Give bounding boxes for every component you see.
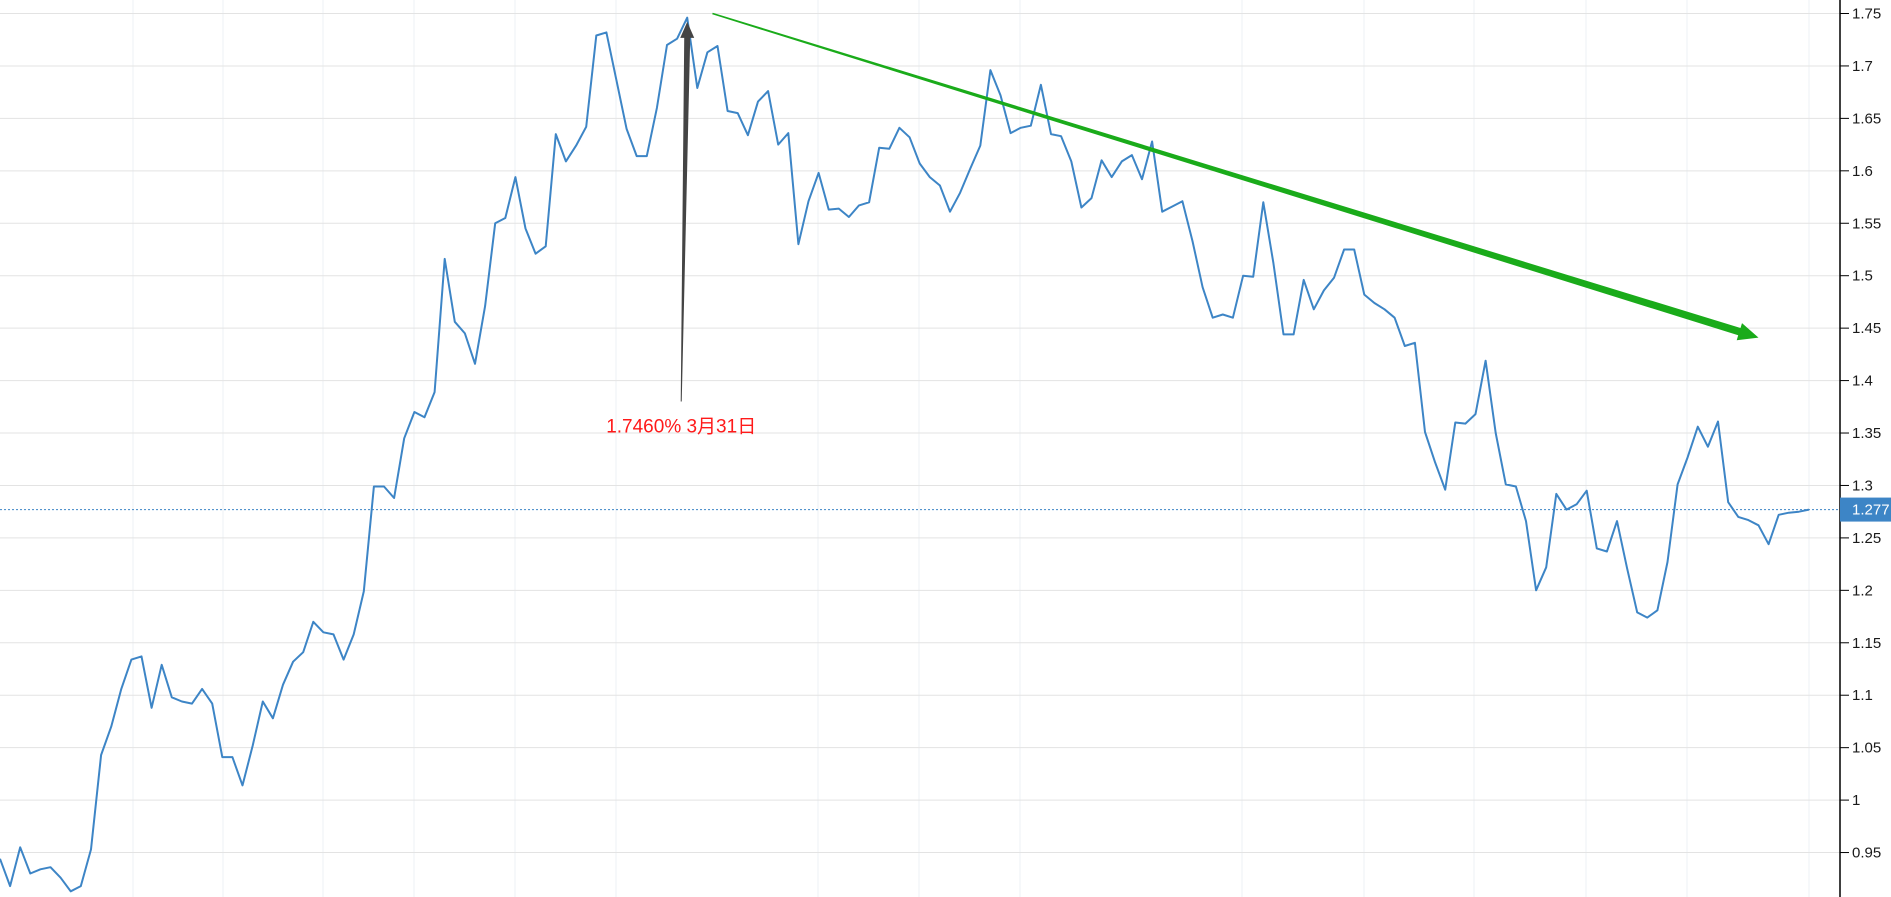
y-tick-label: 1.7: [1852, 58, 1873, 75]
y-tick-label: 1.1: [1852, 687, 1873, 704]
y-tick-label: 1.55: [1852, 215, 1881, 232]
current-value-badge: 1.277: [1840, 497, 1891, 522]
y-tick-label: 0.95: [1852, 845, 1881, 862]
annotations: 1.7460% 3月31日: [606, 12, 1759, 438]
y-tick-label: 1.05: [1852, 740, 1881, 757]
y-tick-label: 1.35: [1852, 425, 1881, 442]
y-tick-label: 1.3: [1852, 477, 1873, 494]
current-value-label: 1.277: [1852, 502, 1890, 519]
series-line: [0, 16, 1810, 893]
grid: [0, 0, 1840, 897]
y-tick-label: 1.2: [1852, 582, 1873, 599]
y-tick-label: 1.4: [1852, 373, 1873, 390]
y-tick-label: 1.5: [1852, 268, 1873, 285]
data-points: [0, 17, 1810, 892]
y-tick-label: 1.15: [1852, 635, 1881, 652]
y-tick-label: 1: [1852, 792, 1860, 809]
peak-arrow: [680, 21, 695, 402]
peak-annotation-label: 1.7460% 3月31日: [606, 417, 756, 438]
current-value-box: [1840, 497, 1891, 522]
trend-arrow: [712, 12, 1759, 341]
y-axis: 1.75 1.7 1.65 1.6 1.55 1.5 1.45 1.4 1.35 1.3 1.25 1…: [1839, 0, 1881, 897]
y-tick-label: 1.65: [1852, 110, 1881, 127]
y-tick-label: 1.45: [1852, 320, 1881, 337]
y-tick-label: 1.75: [1852, 6, 1881, 23]
y-tick-label: 1.25: [1852, 530, 1881, 547]
y-tick-label: 1.6: [1852, 163, 1873, 180]
